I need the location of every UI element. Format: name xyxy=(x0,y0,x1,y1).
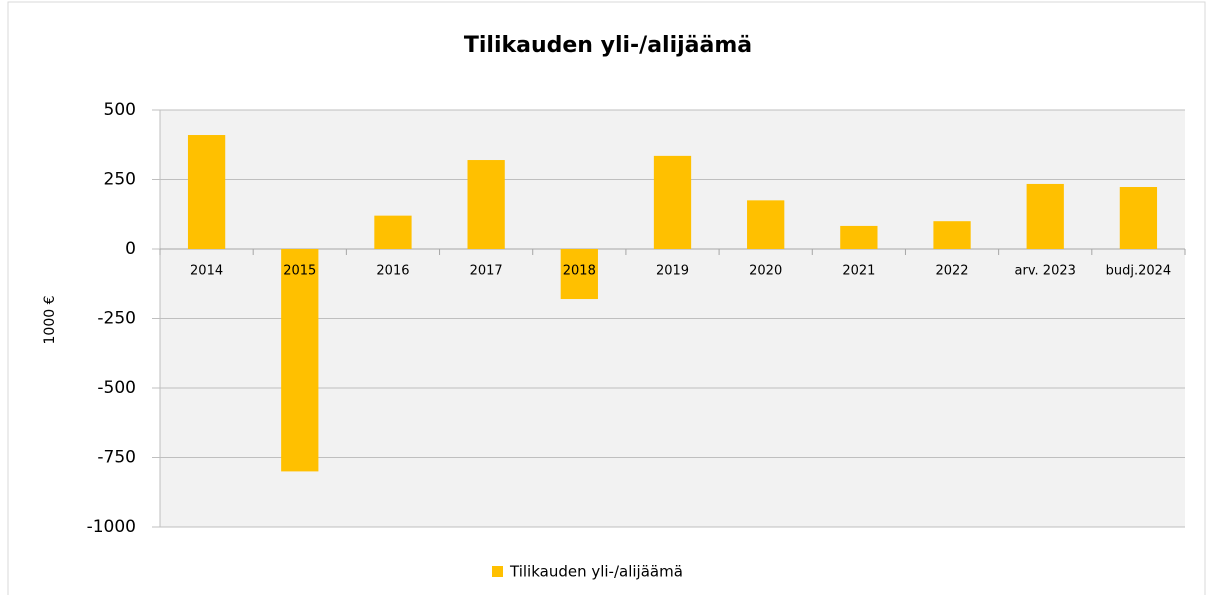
bar xyxy=(187,135,226,249)
x-tick-label: 2017 xyxy=(470,264,503,279)
bar xyxy=(281,249,319,472)
x-tick-label: 2022 xyxy=(935,264,968,279)
bar xyxy=(933,221,971,249)
bar xyxy=(374,215,412,249)
x-tick-label: 2014 xyxy=(190,264,223,279)
x-tick-label: arv. 2023 xyxy=(1015,264,1076,279)
y-tick-label: -1000 xyxy=(87,517,136,537)
y-tick-label: -250 xyxy=(97,309,136,329)
legend-swatch xyxy=(492,566,503,577)
x-tick-label: 2016 xyxy=(376,264,409,279)
chart-title: Tilikauden yli-/alijäämä xyxy=(464,33,752,58)
x-tick-label: 2020 xyxy=(749,264,782,279)
bar xyxy=(840,225,878,249)
y-tick-label: -750 xyxy=(97,448,136,468)
x-tick-label: 2015 xyxy=(283,264,316,279)
x-tick-label: 2019 xyxy=(656,264,689,279)
y-tick-label: -500 xyxy=(97,378,136,398)
bar xyxy=(1119,187,1158,249)
y-axis-label: 1000 € xyxy=(42,296,58,345)
bar xyxy=(747,200,785,249)
y-tick-label: 250 xyxy=(104,170,136,190)
x-tick-label: budj.2024 xyxy=(1106,264,1172,279)
bar xyxy=(467,160,505,249)
bar xyxy=(560,249,598,300)
y-tick-label: 500 xyxy=(104,100,136,120)
x-tick-label: 2018 xyxy=(563,264,596,279)
x-tick-label: 2021 xyxy=(842,264,875,279)
bar xyxy=(653,155,692,249)
bar xyxy=(1026,183,1064,249)
y-tick-label: 0 xyxy=(125,239,136,259)
legend-label: Tilikauden yli-/alijäämä xyxy=(509,563,683,581)
